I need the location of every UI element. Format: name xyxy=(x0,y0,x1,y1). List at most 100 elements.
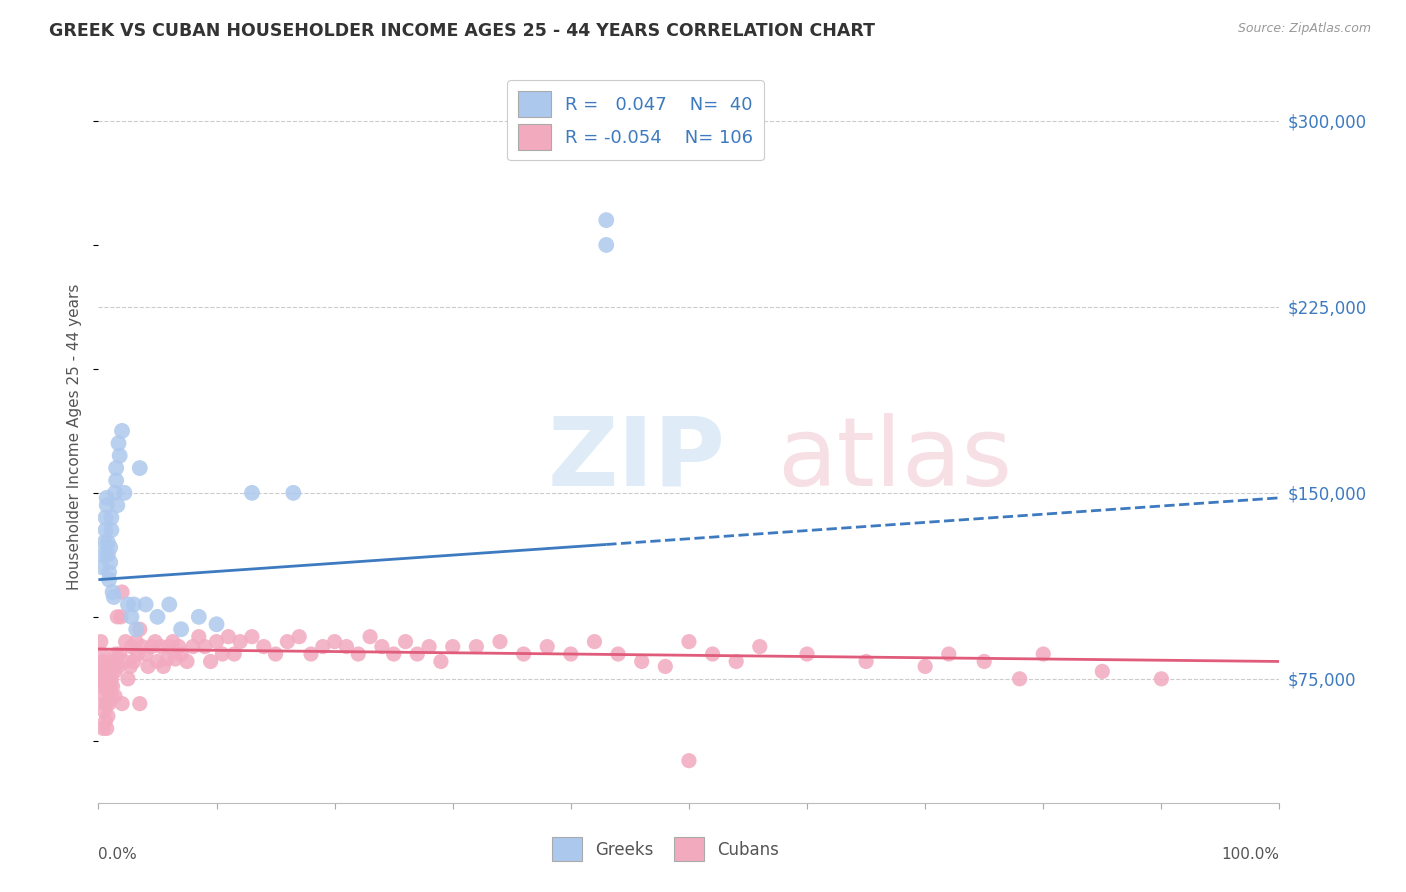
Point xyxy=(748,640,770,654)
Point xyxy=(105,498,128,512)
Point xyxy=(595,238,617,252)
Point xyxy=(97,535,120,549)
Point xyxy=(630,655,652,669)
Point xyxy=(111,424,134,438)
Point xyxy=(347,647,370,661)
Point xyxy=(105,461,128,475)
Point xyxy=(146,610,169,624)
Point xyxy=(143,634,166,648)
Point xyxy=(117,672,139,686)
Point xyxy=(108,449,131,463)
Point xyxy=(100,523,122,537)
Point xyxy=(678,634,700,648)
Point xyxy=(194,640,217,654)
Point xyxy=(93,665,115,679)
Point xyxy=(938,647,960,661)
Point xyxy=(96,677,118,691)
Point xyxy=(91,548,114,562)
Point xyxy=(94,669,117,683)
Point xyxy=(796,647,818,661)
Point xyxy=(150,640,173,654)
Point xyxy=(96,491,118,505)
Point xyxy=(240,630,263,644)
Point xyxy=(96,659,118,673)
Point xyxy=(105,610,128,624)
Point xyxy=(725,655,748,669)
Point xyxy=(97,684,120,698)
Point xyxy=(120,659,142,673)
Point xyxy=(112,655,135,669)
Point xyxy=(91,672,114,686)
Point xyxy=(94,510,117,524)
Point xyxy=(1091,665,1114,679)
Point xyxy=(104,486,127,500)
Point xyxy=(110,610,132,624)
Point xyxy=(157,598,180,612)
Point xyxy=(211,647,233,661)
Point xyxy=(97,548,120,562)
Point xyxy=(187,630,209,644)
Point xyxy=(135,647,157,661)
Point xyxy=(122,655,145,669)
Text: 100.0%: 100.0% xyxy=(1222,847,1279,862)
Point xyxy=(97,709,120,723)
Point xyxy=(217,630,239,644)
Point xyxy=(170,647,193,661)
Text: Source: ZipAtlas.com: Source: ZipAtlas.com xyxy=(1237,22,1371,36)
Point xyxy=(394,634,416,648)
Point xyxy=(512,647,534,661)
Point xyxy=(111,585,134,599)
Point xyxy=(105,474,128,488)
Point xyxy=(93,689,115,703)
Point xyxy=(288,630,311,644)
Point xyxy=(127,647,149,661)
Point xyxy=(141,640,163,654)
Point xyxy=(128,461,150,475)
Point xyxy=(108,647,131,661)
Point xyxy=(607,647,630,661)
Point xyxy=(98,565,121,579)
Point xyxy=(253,640,276,654)
Point xyxy=(335,640,357,654)
Point xyxy=(205,617,228,632)
Point xyxy=(465,640,488,654)
Point xyxy=(103,655,125,669)
Point xyxy=(1008,672,1031,686)
Point xyxy=(536,640,558,654)
Text: ZIP: ZIP xyxy=(547,412,725,506)
Point xyxy=(229,634,252,648)
Point xyxy=(91,647,114,661)
Point xyxy=(111,697,134,711)
Point xyxy=(105,647,128,661)
Text: 0.0%: 0.0% xyxy=(98,847,138,862)
Point xyxy=(101,659,124,673)
Point xyxy=(371,640,394,654)
Point xyxy=(121,640,143,654)
Point xyxy=(94,679,117,693)
Point xyxy=(595,213,617,227)
Point xyxy=(167,640,190,654)
Point xyxy=(98,679,121,693)
Point xyxy=(125,622,148,636)
Point xyxy=(125,634,148,648)
Point xyxy=(583,634,606,648)
Point xyxy=(128,697,150,711)
Point xyxy=(101,585,124,599)
Point xyxy=(117,598,139,612)
Point xyxy=(91,560,114,574)
Point xyxy=(97,669,120,683)
Point xyxy=(91,679,114,693)
Point xyxy=(299,647,322,661)
Point xyxy=(114,634,136,648)
Point xyxy=(96,498,118,512)
Point xyxy=(678,754,700,768)
Legend: Greeks, Cubans: Greeks, Cubans xyxy=(546,830,786,868)
Point xyxy=(560,647,582,661)
Point xyxy=(654,659,676,673)
Point xyxy=(382,647,405,661)
Point xyxy=(121,610,143,624)
Point xyxy=(131,640,153,654)
Point xyxy=(156,652,179,666)
Point xyxy=(98,697,121,711)
Point xyxy=(135,598,157,612)
